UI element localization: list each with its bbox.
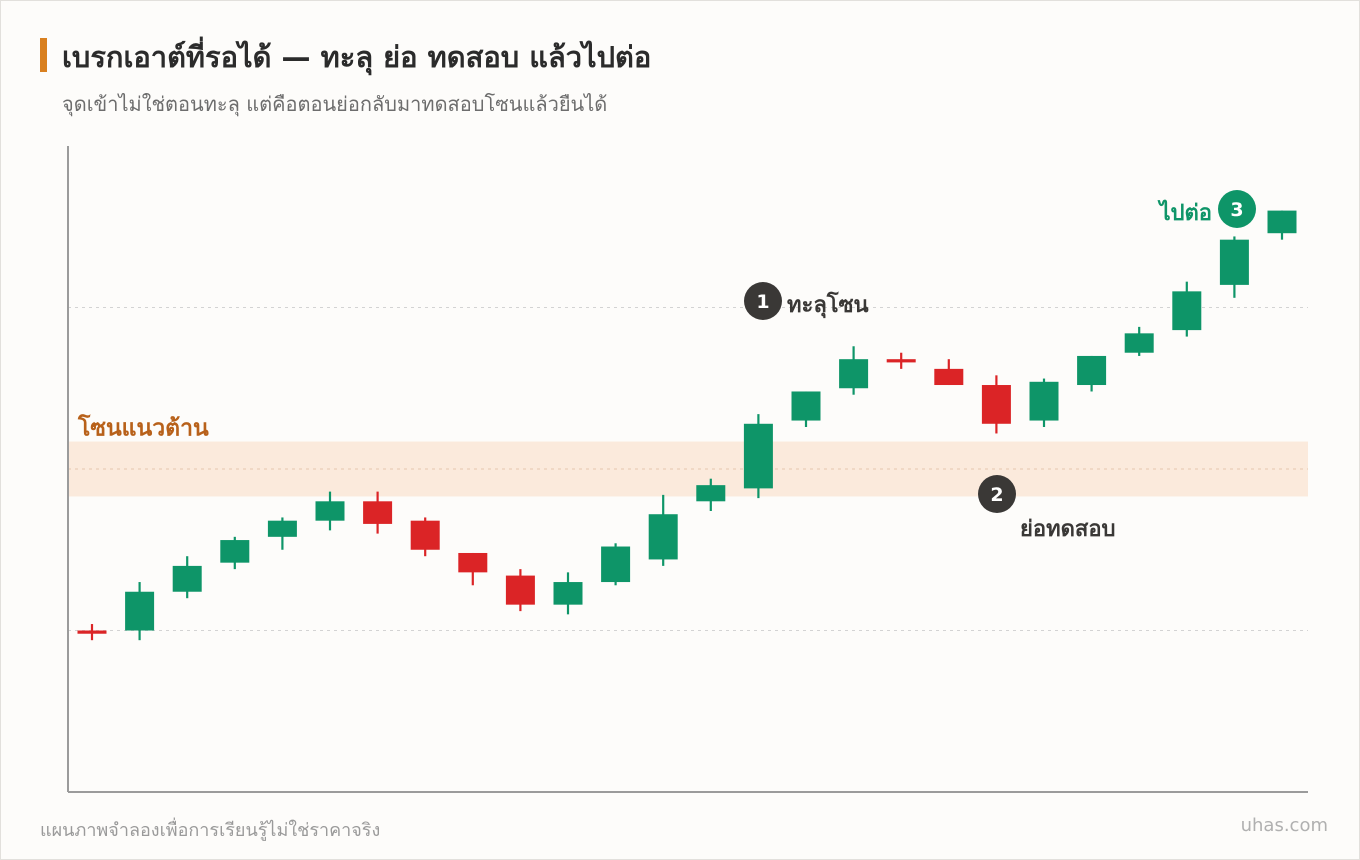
candle bbox=[1172, 281, 1202, 337]
candle-body bbox=[743, 423, 773, 489]
candle bbox=[1219, 236, 1249, 298]
candle bbox=[1077, 355, 1107, 392]
candle-body bbox=[363, 501, 393, 524]
annotation-number: 1 bbox=[756, 291, 769, 313]
candle-body bbox=[696, 485, 726, 502]
annotation-badge bbox=[1218, 190, 1256, 228]
footer-brand: uhas.com bbox=[1240, 815, 1328, 836]
annotation-badge bbox=[744, 282, 782, 320]
annotation-1: 1 ทะลุโซน bbox=[744, 282, 869, 320]
candle-body bbox=[1267, 210, 1297, 234]
candle bbox=[601, 543, 631, 586]
annotation-badge bbox=[978, 475, 1016, 513]
candle-body bbox=[886, 359, 916, 363]
candle-body bbox=[981, 385, 1011, 424]
candle-body bbox=[1124, 333, 1154, 353]
candle bbox=[743, 414, 773, 499]
annotation-label: ทะลุโซน bbox=[787, 291, 869, 319]
chart-subtitle: จุดเข้าไม่ใช่ตอนทะลุ แต่คือตอนย่อกลับมาท… bbox=[62, 92, 608, 116]
title-accent-bar bbox=[40, 38, 47, 72]
candle bbox=[363, 491, 393, 534]
candle-body bbox=[601, 546, 631, 583]
candle-body bbox=[77, 630, 107, 634]
candle bbox=[648, 494, 678, 566]
candle bbox=[505, 569, 535, 612]
candle bbox=[553, 572, 583, 615]
candle-body bbox=[315, 501, 345, 521]
resistance-zone bbox=[68, 441, 1308, 497]
candle bbox=[458, 552, 488, 586]
candle-body bbox=[1219, 239, 1249, 285]
candle bbox=[791, 391, 821, 428]
candle-body bbox=[1172, 291, 1202, 331]
candle-body bbox=[934, 368, 964, 386]
candle bbox=[1267, 210, 1297, 240]
candle bbox=[77, 624, 107, 641]
candle-body bbox=[553, 582, 583, 605]
candle-body bbox=[220, 540, 250, 563]
annotation-3: 3 ไปต่อ bbox=[1157, 190, 1256, 228]
candle bbox=[220, 536, 250, 570]
annotation-number: 3 bbox=[1230, 199, 1243, 221]
annotation-label: ย่อทดสอบ bbox=[1020, 517, 1116, 542]
candle bbox=[1124, 326, 1154, 356]
chart-title: เบรกเอาต์ที่รอได้ — ทะลุ ย่อ ทดสอบ แล้วไ… bbox=[62, 40, 652, 74]
candle bbox=[267, 517, 297, 550]
candle-body bbox=[791, 391, 821, 421]
candle-body bbox=[1077, 355, 1107, 386]
candle bbox=[125, 582, 155, 641]
candle bbox=[934, 359, 964, 386]
candle bbox=[1029, 378, 1059, 428]
annotation-label: ไปต่อ bbox=[1157, 199, 1212, 226]
annotation-number: 2 bbox=[990, 484, 1003, 506]
candle-body bbox=[505, 575, 535, 605]
candle bbox=[886, 352, 916, 369]
annotation-2: 2 ย่อทดสอบ bbox=[978, 475, 1116, 542]
candle bbox=[981, 375, 1011, 434]
footer-note: แผนภาพจำลองเพื่อการเรียนรู้ไม่ใช่ราคาจริ… bbox=[40, 820, 381, 841]
candle-body bbox=[267, 520, 297, 537]
candle-body bbox=[458, 552, 488, 573]
candle-body bbox=[648, 514, 678, 560]
candle bbox=[839, 346, 869, 395]
candle-body bbox=[410, 520, 440, 550]
zone-label: โซนแนวต้าน bbox=[77, 414, 209, 442]
candle-body bbox=[839, 359, 869, 389]
candle-body bbox=[125, 591, 155, 631]
candle-body bbox=[1029, 381, 1059, 421]
candle bbox=[410, 517, 440, 557]
candle bbox=[696, 478, 726, 511]
candle bbox=[172, 556, 202, 599]
candle bbox=[315, 491, 345, 531]
candle-body bbox=[172, 565, 202, 592]
